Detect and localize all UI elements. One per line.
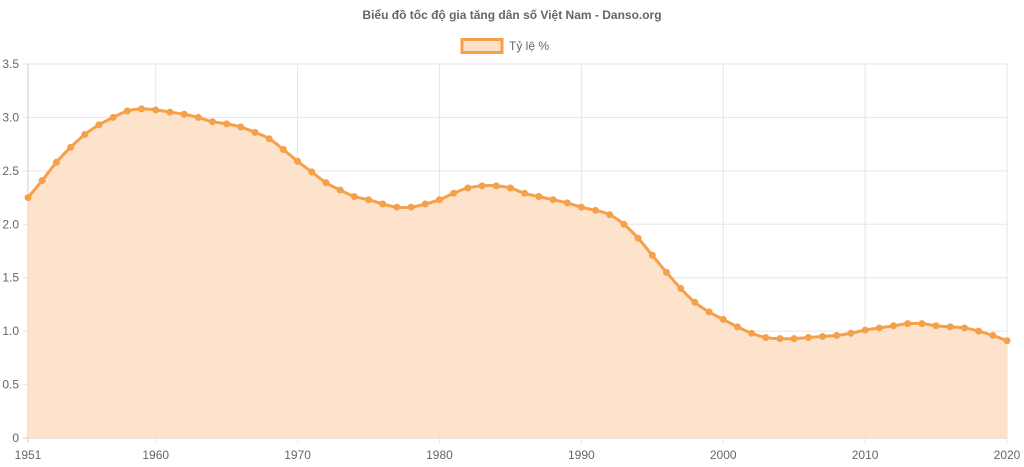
data-point[interactable] (577, 203, 585, 211)
data-point[interactable] (208, 118, 216, 126)
data-point[interactable] (549, 196, 557, 204)
data-point[interactable] (123, 107, 131, 115)
data-point[interactable] (407, 203, 415, 211)
legend-swatch (460, 38, 504, 54)
data-point[interactable] (52, 158, 60, 166)
data-point[interactable] (648, 251, 656, 259)
x-tick-label: 1960 (142, 448, 169, 462)
data-point[interactable] (265, 135, 273, 143)
series-line (26, 107, 1009, 343)
y-tick-label: 0 (12, 431, 19, 445)
data-point[interactable] (535, 193, 543, 200)
data-point[interactable] (606, 211, 614, 219)
data-point[interactable] (733, 323, 741, 331)
data-point[interactable] (492, 182, 500, 190)
data-point[interactable] (592, 206, 600, 214)
data-point[interactable] (180, 110, 188, 118)
data-point[interactable] (67, 143, 75, 151)
x-tick-label: 1980 (426, 448, 453, 462)
data-point[interactable] (279, 145, 287, 153)
data-point[interactable] (152, 106, 160, 114)
chart-title: Biểu đồ tốc độ gia tăng dân số Việt Nam … (362, 8, 661, 22)
data-point[interactable] (960, 324, 968, 332)
y-tick-label: 0.5 (2, 378, 19, 392)
data-point[interactable] (138, 105, 146, 113)
legend-label: Tỷ lệ % (509, 39, 549, 53)
data-point[interactable] (365, 196, 373, 204)
data-point[interactable] (563, 199, 571, 207)
data-point[interactable] (932, 322, 940, 330)
data-point[interactable] (705, 308, 713, 316)
y-tick-label: 2.0 (2, 217, 19, 231)
data-point[interactable] (24, 194, 32, 202)
data-point[interactable] (1003, 337, 1011, 345)
data-point[interactable] (819, 332, 827, 340)
data-point[interactable] (450, 189, 458, 197)
data-point[interactable] (379, 200, 387, 208)
data-point[interactable] (95, 121, 103, 129)
series-points (24, 105, 1011, 345)
x-tick-label: 2000 (710, 448, 737, 462)
y-tick-label: 2.5 (2, 164, 19, 178)
data-point[interactable] (294, 157, 302, 165)
data-point[interactable] (194, 113, 202, 121)
data-point[interactable] (989, 331, 997, 339)
data-point[interactable] (748, 329, 756, 337)
data-point[interactable] (804, 334, 812, 342)
data-point[interactable] (833, 331, 841, 339)
data-point[interactable] (237, 123, 245, 131)
x-tick-label: 1951 (15, 448, 42, 462)
data-point[interactable] (662, 268, 670, 276)
series-area (26, 107, 1009, 438)
data-point[interactable] (308, 168, 316, 176)
data-point[interactable] (918, 320, 926, 328)
y-tick-label: 3.0 (2, 110, 19, 124)
data-point[interactable] (975, 327, 983, 335)
data-point[interactable] (847, 329, 855, 337)
data-point[interactable] (251, 128, 259, 136)
data-point[interactable] (946, 323, 954, 331)
data-point[interactable] (223, 120, 231, 128)
data-point[interactable] (336, 186, 344, 194)
y-axis-ticks: 0 0.5 1.0 1.5 2.0 2.5 3.0 3.5 (2, 57, 19, 445)
data-point[interactable] (776, 335, 784, 343)
data-point[interactable] (634, 234, 642, 242)
data-point[interactable] (393, 203, 401, 211)
data-point[interactable] (464, 184, 472, 192)
data-point[interactable] (38, 176, 46, 184)
data-point[interactable] (790, 335, 798, 343)
x-tick-label: 1990 (568, 448, 595, 462)
data-point[interactable] (861, 326, 869, 334)
y-tick-label: 3.5 (2, 57, 19, 71)
data-point[interactable] (889, 322, 897, 330)
data-point[interactable] (322, 179, 330, 187)
data-point[interactable] (421, 200, 429, 208)
y-tick-label: 1.0 (2, 324, 19, 338)
x-tick-label: 2010 (852, 448, 879, 462)
data-point[interactable] (691, 298, 699, 306)
data-point[interactable] (719, 315, 727, 323)
x-tick-label: 1970 (284, 448, 311, 462)
y-tick-label: 1.5 (2, 271, 19, 285)
data-point[interactable] (478, 182, 486, 190)
data-point[interactable] (904, 320, 912, 328)
x-tick-label: 2020 (994, 448, 1021, 462)
data-point[interactable] (762, 334, 770, 342)
data-point[interactable] (677, 284, 685, 292)
data-point[interactable] (109, 113, 117, 121)
data-point[interactable] (875, 324, 883, 332)
data-point[interactable] (521, 189, 529, 197)
data-point[interactable] (166, 108, 174, 116)
data-point[interactable] (506, 184, 514, 192)
data-point[interactable] (81, 131, 89, 139)
series-fill (28, 108, 1007, 438)
x-axis-ticks: 1951 1960 1970 1980 1990 2000 2010 2020 (15, 448, 1021, 462)
legend[interactable]: Tỷ lệ % (460, 38, 549, 54)
data-point[interactable] (620, 220, 628, 228)
data-point[interactable] (350, 193, 358, 200)
data-point[interactable] (435, 196, 443, 204)
